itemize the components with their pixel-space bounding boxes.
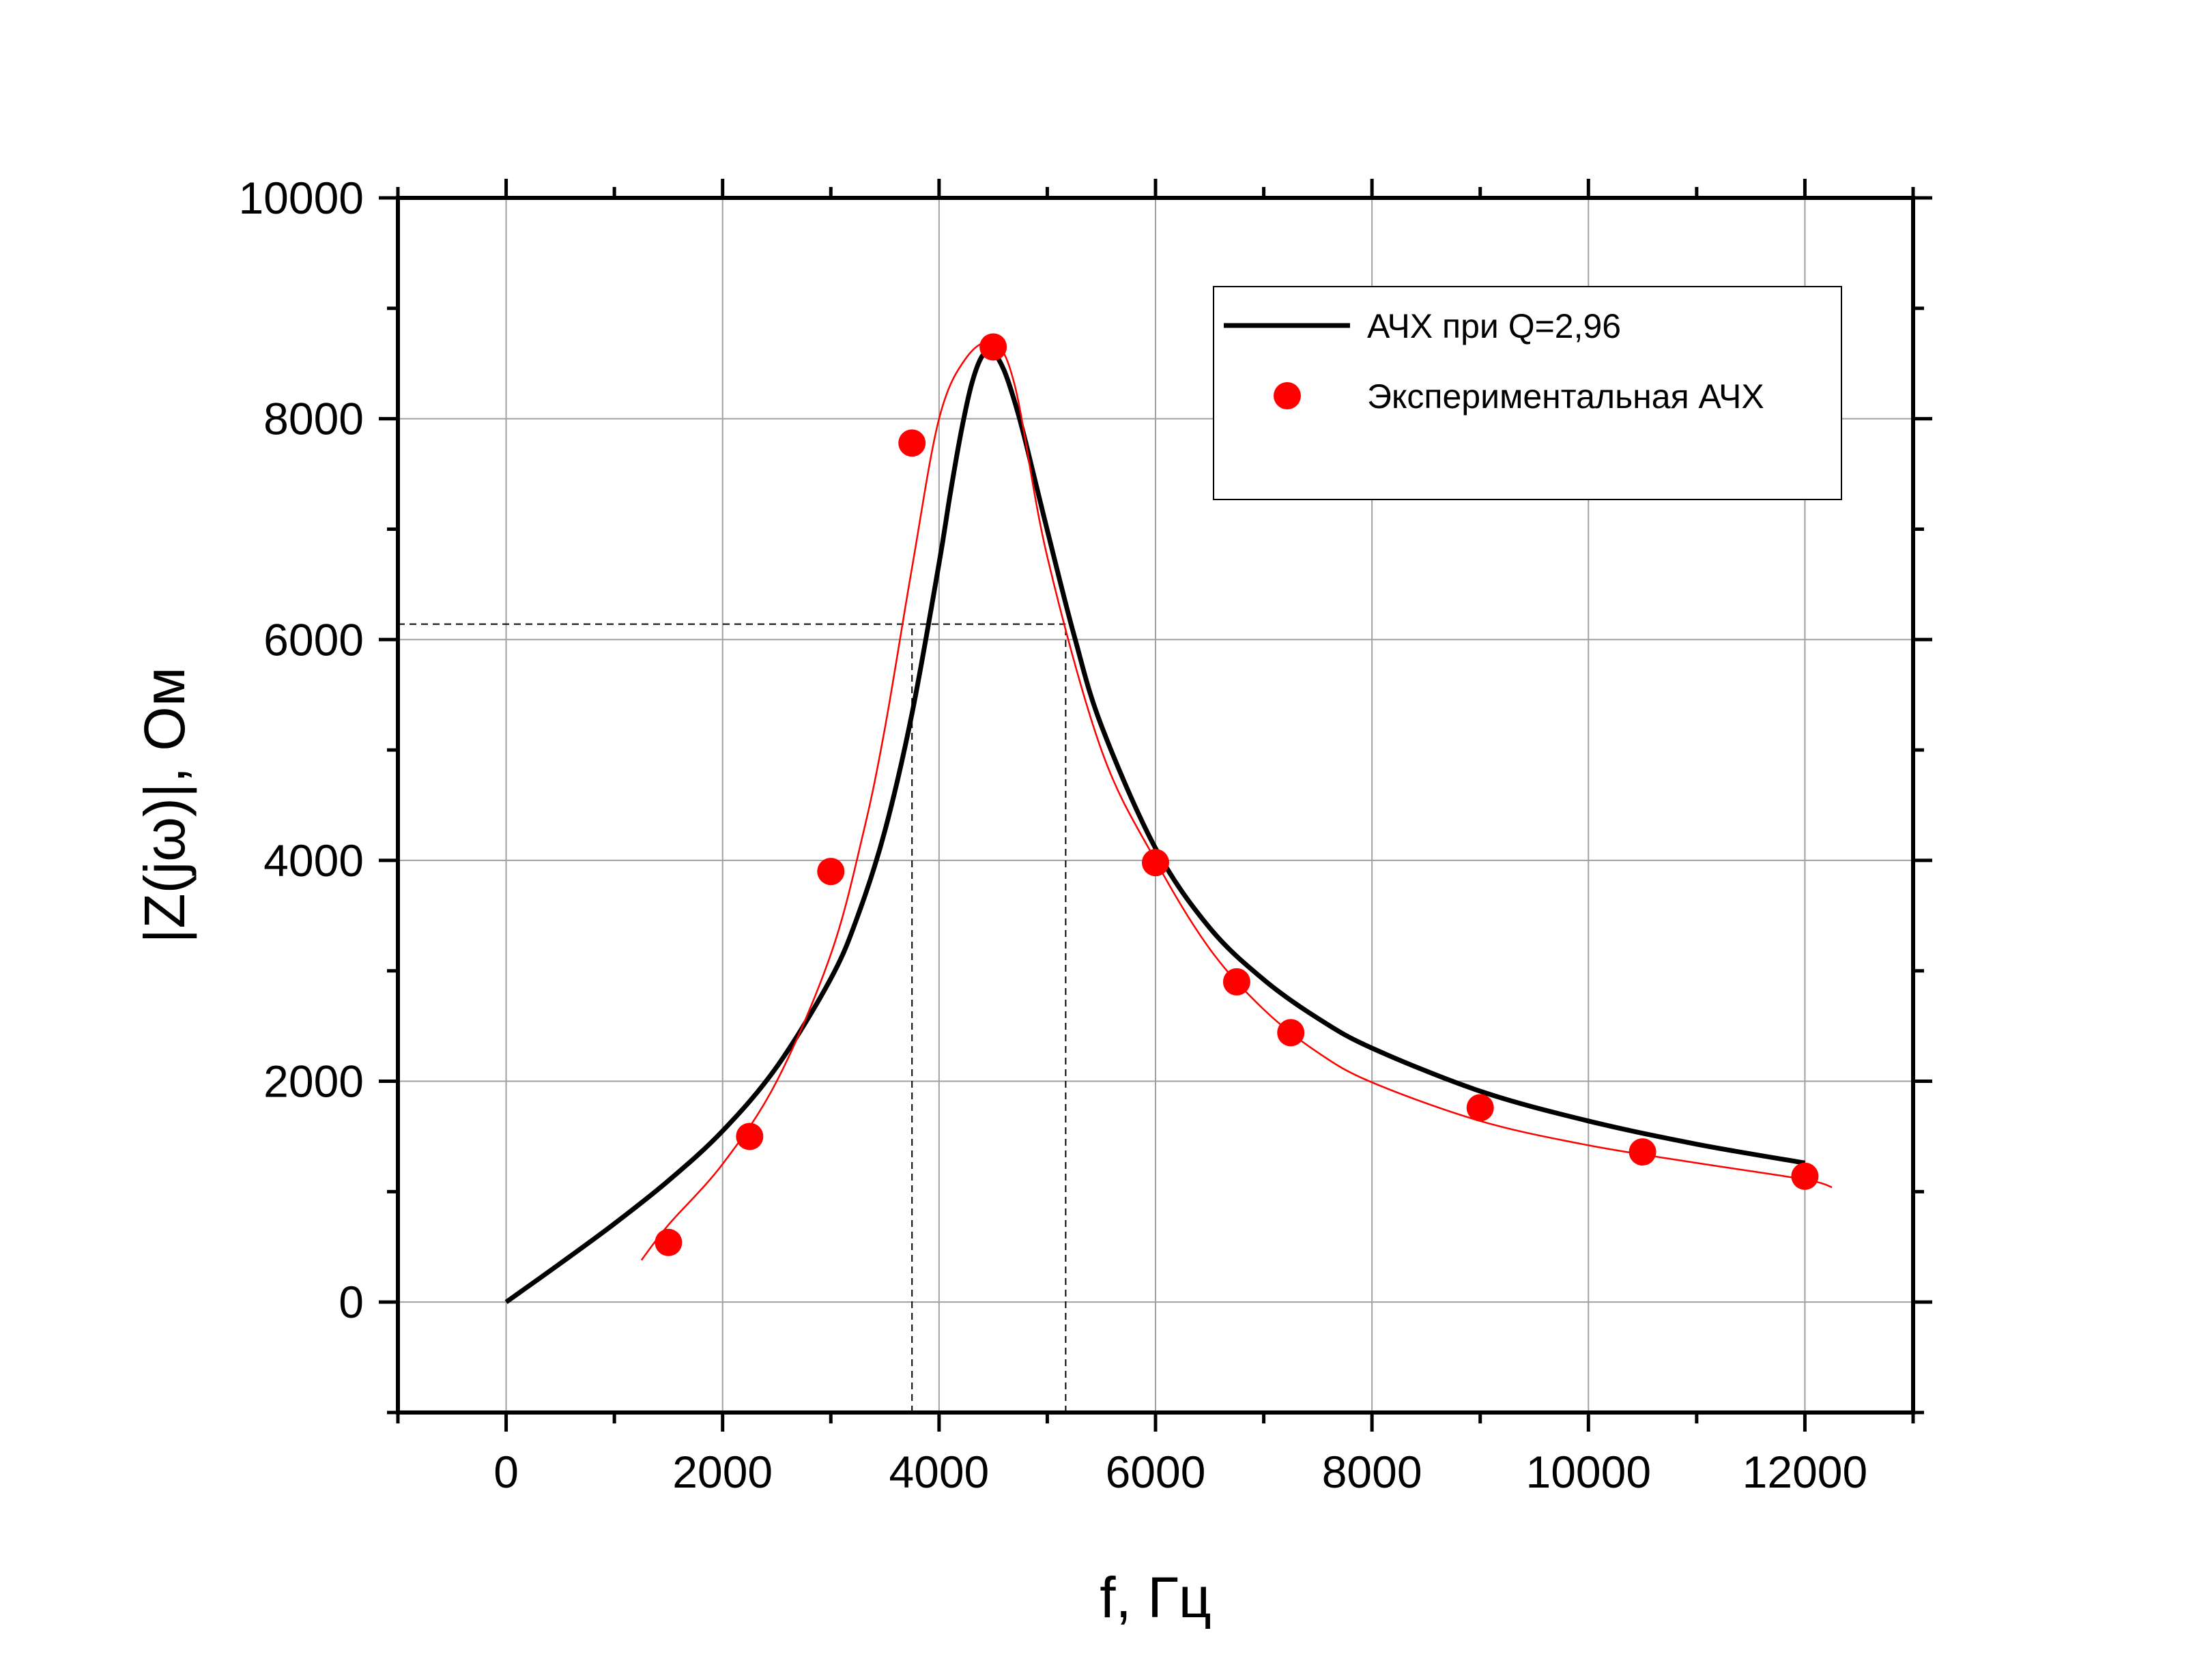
tick-labels: 0 2000 4000 6000 8000 10000 12000 0 2000 4000 6000…: [238, 173, 1867, 1497]
data-point: [1791, 1162, 1819, 1190]
y-tick-label: 8000: [263, 394, 364, 444]
data-point: [736, 1123, 764, 1150]
data-point: [1142, 849, 1169, 877]
data-point: [1277, 1019, 1305, 1047]
x-tick-label: 4000: [889, 1447, 989, 1497]
x-tick-label: 12000: [1742, 1447, 1868, 1497]
y-tick-label: 2000: [263, 1056, 364, 1107]
x-tick-label: 10000: [1526, 1447, 1652, 1497]
data-point: [655, 1228, 683, 1256]
data-point: [1466, 1094, 1494, 1122]
legend-label-line: АЧХ при Q=2,96: [1367, 307, 1621, 345]
data-point: [1629, 1138, 1656, 1166]
y-tick-label: 6000: [263, 614, 364, 665]
y-tick-label: 4000: [263, 835, 364, 886]
x-tick-label: 0: [493, 1447, 519, 1497]
data-point: [817, 858, 845, 886]
data-point: [979, 333, 1007, 361]
x-axis-title: f, Гц: [1100, 1565, 1211, 1630]
legend-label-markers: Экспериментальная АЧХ: [1367, 377, 1764, 416]
x-tick-label: 2000: [672, 1447, 773, 1497]
reference-lines: [398, 623, 1067, 1413]
data-point: [1222, 968, 1250, 996]
x-tick-label: 8000: [1322, 1447, 1422, 1497]
y-axis-title: |Z(jω)|, Ом: [132, 667, 197, 944]
legend-marker-swatch: [1274, 382, 1301, 409]
y-tick-label: 10000: [238, 173, 364, 223]
plot-series: [504, 333, 1833, 1305]
y-tick-label: 0: [339, 1277, 364, 1327]
x-tick-label: 6000: [1106, 1447, 1206, 1497]
legend: АЧХ при Q=2,96 Экспериментальная АЧХ: [1213, 286, 1842, 500]
legend-box: [1213, 286, 1842, 500]
axis-ticks: [379, 179, 1932, 1432]
data-point: [898, 429, 926, 457]
